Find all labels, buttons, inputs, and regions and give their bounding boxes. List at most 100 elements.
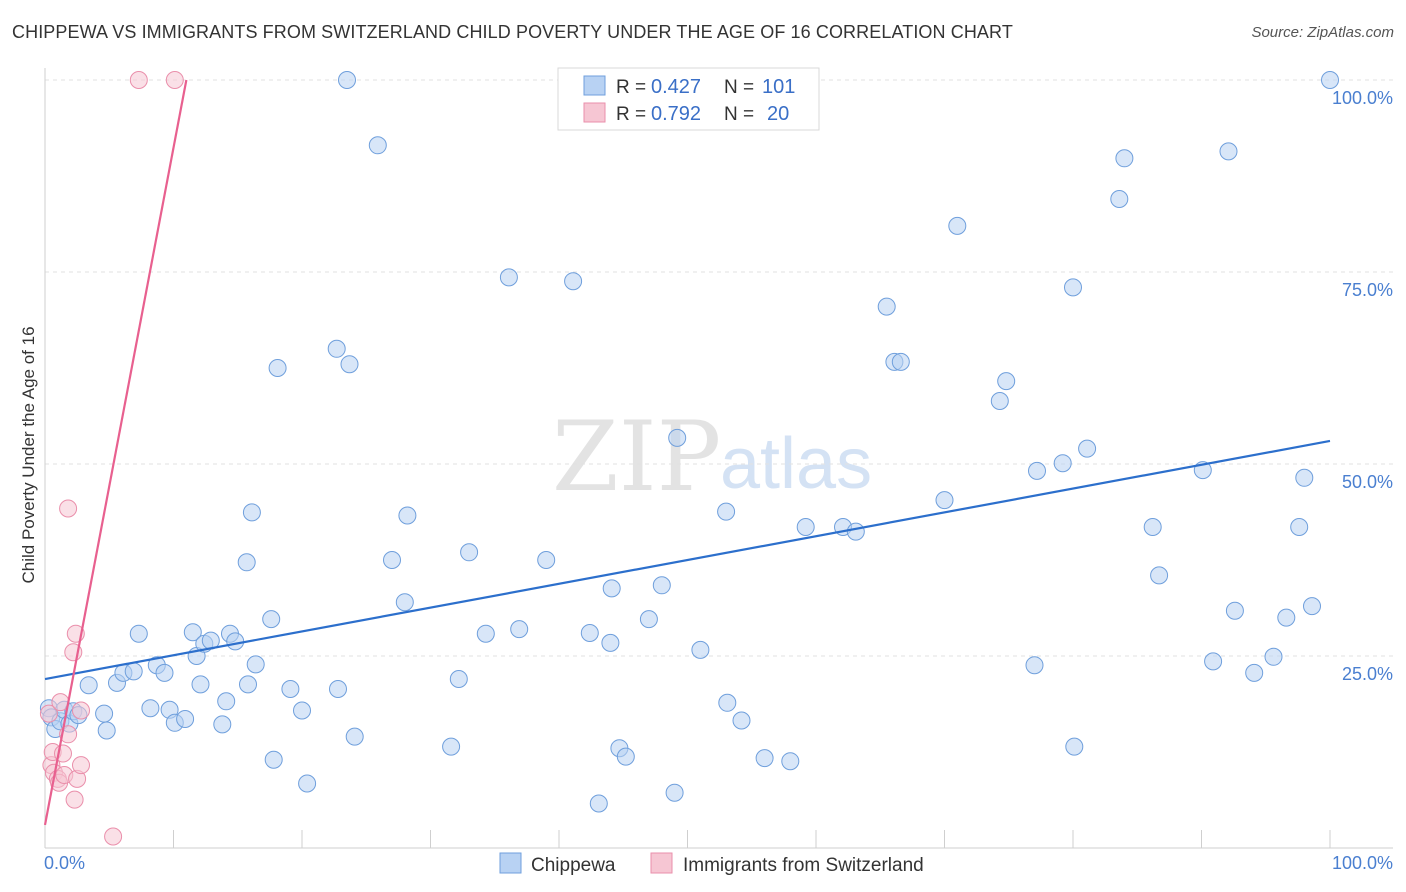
bottom-legend-swatch-chippewa [499,852,522,874]
chippewa-point-51 [442,737,461,756]
chippewa-point-24 [191,675,210,694]
y-tick-label-100: 100.0% [1332,88,1393,108]
chippewa-point-31 [237,553,256,572]
chippewa-point-73 [781,752,800,771]
chippewa-point-69 [717,502,736,521]
switzerland-point-18 [104,827,123,846]
stats-legend: R = 0.427 N = 101 R = 0.792 N = 20 [557,67,820,131]
chippewa-point-65 [652,576,671,595]
chippewa-point-71 [732,711,751,730]
chippewa-point-38 [281,680,300,698]
switzerland-point-17 [72,756,90,775]
switzerland-point-13 [65,790,84,809]
chippewa-point-56 [537,551,556,569]
chippewa-point-60 [601,633,620,652]
chippewa-point-104 [1321,71,1339,89]
chippewa-point-88 [1065,737,1084,756]
bottom-legend-label-switzerland: Immigrants from Switzerland [683,855,924,876]
chippewa-point-40 [298,774,317,793]
chippewa-point-54 [499,268,518,287]
legend-n-value-1: 101 [762,76,795,98]
chippewa-point-68 [691,640,710,659]
chippewa-point-18 [155,663,174,682]
chippewa-point-91 [1115,149,1134,168]
chippewa-point-35 [262,610,281,629]
chippewa-point-15 [129,624,148,643]
chippewa-point-37 [268,359,287,377]
legend-r-value-2: 0.792 [651,103,701,125]
x-tick-label-min: 0.0% [44,853,85,873]
watermark-zip: ZIP [552,401,721,513]
chippewa-point-39 [293,701,311,720]
chippewa-point-72 [755,749,774,768]
chippewa-point-10 [95,704,114,723]
legend-n-label-1: N = [724,77,754,98]
chippewa-point-14 [124,662,143,681]
chippewa-point-42 [329,680,347,698]
legend-r-label-1: R = [616,77,646,98]
chart-title: CHIPPEWA VS IMMIGRANTS FROM SWITZERLAND … [12,22,1013,42]
chippewa-point-87 [1064,278,1082,297]
chippewa-point-97 [1225,601,1244,620]
watermark: ZIP atlas [552,401,872,513]
chippewa-point-48 [395,593,414,612]
chippewa-point-46 [368,136,387,155]
y-tick-label-25: 25.0% [1342,664,1393,684]
chippewa-point-99 [1264,647,1283,666]
chippewa-point-27 [213,715,232,734]
chippewa-point-80 [935,491,954,510]
trendline-switzerland [43,79,188,826]
chippewa-point-70 [718,693,737,712]
chippewa-point-47 [383,551,401,569]
chippewa-point-102 [1295,468,1314,487]
chippewa-point-82 [990,392,1009,410]
chippewa-point-89 [1078,439,1097,458]
trendline-chippewa [44,439,1331,681]
source-credit: Source: ZipAtlas.com [1251,24,1394,41]
chippewa-point-101 [1290,518,1309,536]
y-tick-label-75: 75.0% [1342,280,1393,300]
chippewa-point-57 [564,272,583,291]
chippewa-point-90 [1110,190,1129,208]
chippewa-point-53 [476,624,495,643]
chippewa-point-66 [665,783,684,802]
chippewa-point-44 [340,355,359,374]
chippewa-point-83 [997,372,1016,391]
chippewa-point-34 [246,655,265,674]
legend-n-value-2: 20 [767,103,789,125]
chippewa-point-74 [796,518,815,536]
y-tick-labels: 25.0% 50.0% 75.0% 100.0% [1332,88,1393,684]
chippewa-point-22 [183,623,202,642]
legend-swatch-chippewa [583,75,606,96]
chippewa-point-79 [891,352,910,371]
chippewa-point-64 [639,610,658,629]
chippewa-point-43 [338,71,356,89]
chippewa-point-100 [1277,608,1296,627]
chippewa-point-76 [846,522,865,541]
chippewa-point-61 [602,579,621,598]
chippewa-point-96 [1219,142,1238,161]
switzerland-point-16 [72,701,90,720]
chippewa-point-92 [1143,518,1162,536]
chippewa-point-55 [510,620,529,639]
chippewa-point-30 [226,632,245,651]
switzerland-point-11 [59,499,78,518]
chippewa-point-28 [217,692,236,711]
series-switzerland-points [39,71,184,846]
chippewa-point-93 [1150,566,1169,585]
chippewa-point-59 [589,794,608,813]
legend-swatch-switzerland [583,102,606,123]
chippewa-point-67 [668,428,687,447]
chippewa-point-41 [327,339,346,358]
chippewa-point-95 [1204,652,1223,671]
x-tick-marks [173,830,1331,848]
bottom-legend-swatch-switzerland [650,852,673,874]
chippewa-point-32 [239,675,257,694]
chippewa-point-84 [1025,656,1044,675]
chippewa-point-11 [97,721,116,740]
chippewa-point-21 [176,710,195,728]
chippewa-point-63 [616,747,635,766]
chippewa-point-16 [141,699,160,718]
series-chippewa-points [39,71,1339,813]
